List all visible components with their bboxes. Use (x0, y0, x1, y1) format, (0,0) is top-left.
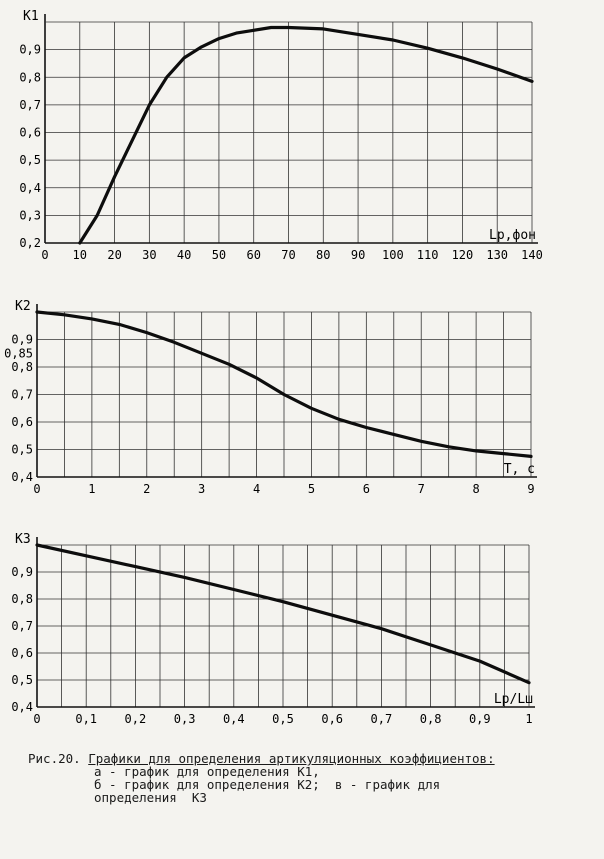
x-tick-label: 90 (351, 248, 365, 262)
chart-1: 0 10 20 30 40 50 60 70 80 90 100 110 120 130 140 0,2 0,3… (19, 9, 543, 262)
grid (45, 22, 532, 243)
x-tick-label: 4 (253, 482, 260, 496)
x-tick-label: 0,7 (371, 712, 393, 726)
y-tick-label: 0,5 (11, 443, 33, 457)
y-tick-label: 0,6 (11, 415, 33, 429)
x-tick-label: 1 (88, 482, 95, 496)
x-tick-label: 0,6 (321, 712, 343, 726)
y-tick-label: 0,4 (19, 181, 41, 195)
x-tick-label: 20 (107, 248, 121, 262)
y-tick-label: 0,85 (4, 346, 33, 360)
caption-line-1: Рис.20. Графики для определения артикуля… (28, 752, 588, 765)
chart-3: 0 0,1 0,2 0,3 0,4 0,5 0,6 0,7 0,8 0,9 1 0,4 0,5 0,6 0,… (11, 532, 535, 726)
x-tick-label: 0,8 (420, 712, 442, 726)
x-tick-label: 110 (417, 248, 439, 262)
x-tick-label: 100 (382, 248, 404, 262)
y-axis-label: K3 (15, 532, 31, 547)
x-axis-label: Lp/Lш (494, 692, 533, 707)
y-tick-label: 0,6 (11, 646, 33, 660)
chart-2: 0 1 2 3 4 5 6 7 8 9 0,4 0,5 0,6 0,7 0,80,850,9 K2 T, c (4, 299, 537, 496)
y-axis-label: K2 (15, 299, 31, 314)
caption-line-2: а - график для определения K1, (94, 764, 320, 779)
x-tick-label: 1 (525, 712, 532, 726)
x-tick-label: 30 (142, 248, 156, 262)
x-tick-label: 6 (363, 482, 370, 496)
caption-figure-number: Рис.20. (28, 751, 89, 766)
x-tick-label: 0 (33, 482, 40, 496)
y-tick-label: 0,7 (19, 98, 41, 112)
caption-line-4: определения K3 (94, 790, 207, 805)
y-tick-label: 0,6 (19, 126, 41, 140)
y-tick-label: 0,4 (11, 470, 33, 484)
x-tick-label: 0,4 (223, 712, 245, 726)
x-axis-label: Lp,фон (489, 228, 536, 243)
x-tick-label: 80 (316, 248, 330, 262)
x-tick-label: 3 (198, 482, 205, 496)
x-tick-label: 0 (41, 248, 48, 262)
x-tick-label: 9 (527, 482, 534, 496)
figure-caption: Рис.20. Графики для определения артикуля… (28, 752, 588, 804)
x-tick-label: 8 (472, 482, 479, 496)
y-tick-label: 0,7 (11, 619, 33, 633)
x-axis-label: T, c (504, 462, 535, 477)
x-tick-label: 0,2 (125, 712, 147, 726)
y-tick-label: 0,8 (19, 70, 41, 84)
caption-line-3: б - график для определения K2; в - графи… (94, 777, 441, 792)
x-tick-label: 0,5 (272, 712, 294, 726)
y-tick-label: 0,5 (11, 673, 33, 687)
x-tick-label: 50 (212, 248, 226, 262)
x-tick-label: 70 (281, 248, 295, 262)
y-tick-label: 0,4 (11, 700, 33, 714)
grid (37, 312, 531, 477)
x-tick-label: 120 (452, 248, 474, 262)
x-tick-label: 10 (73, 248, 87, 262)
y-tick-label: 0,9 (19, 43, 41, 57)
y-tick-label: 0,2 (19, 236, 41, 250)
x-tick-label: 0 (33, 712, 40, 726)
y-tick-label: 0,8 (11, 592, 33, 606)
y-tick-label: 0,3 (19, 208, 41, 222)
grid (37, 545, 529, 707)
x-tick-label: 0,9 (469, 712, 491, 726)
x-tick-label: 2 (143, 482, 150, 496)
y-tick-label: 0,7 (11, 388, 33, 402)
x-tick-label: 130 (486, 248, 508, 262)
x-tick-label: 5 (308, 482, 315, 496)
y-tick-label: 0,5 (19, 153, 41, 167)
x-tick-label: 0,1 (75, 712, 97, 726)
x-tick-label: 60 (246, 248, 260, 262)
x-tick-label: 0,3 (174, 712, 196, 726)
charts-figure: 0 10 20 30 40 50 60 70 80 90 100 110 120 130 1400,20,3… (4, 9, 543, 726)
y-axis-label: K1 (23, 9, 39, 24)
y-tick-label: 0,9 (11, 333, 33, 347)
y-tick-label: 0,9 (11, 565, 33, 579)
y-tick-label: 0,8 (11, 360, 33, 374)
x-tick-label: 40 (177, 248, 191, 262)
caption-title: Графики для определения артикуляционных … (88, 751, 495, 766)
x-tick-label: 7 (418, 482, 425, 496)
x-tick-label: 140 (521, 248, 543, 262)
series-line (78, 25, 534, 245)
